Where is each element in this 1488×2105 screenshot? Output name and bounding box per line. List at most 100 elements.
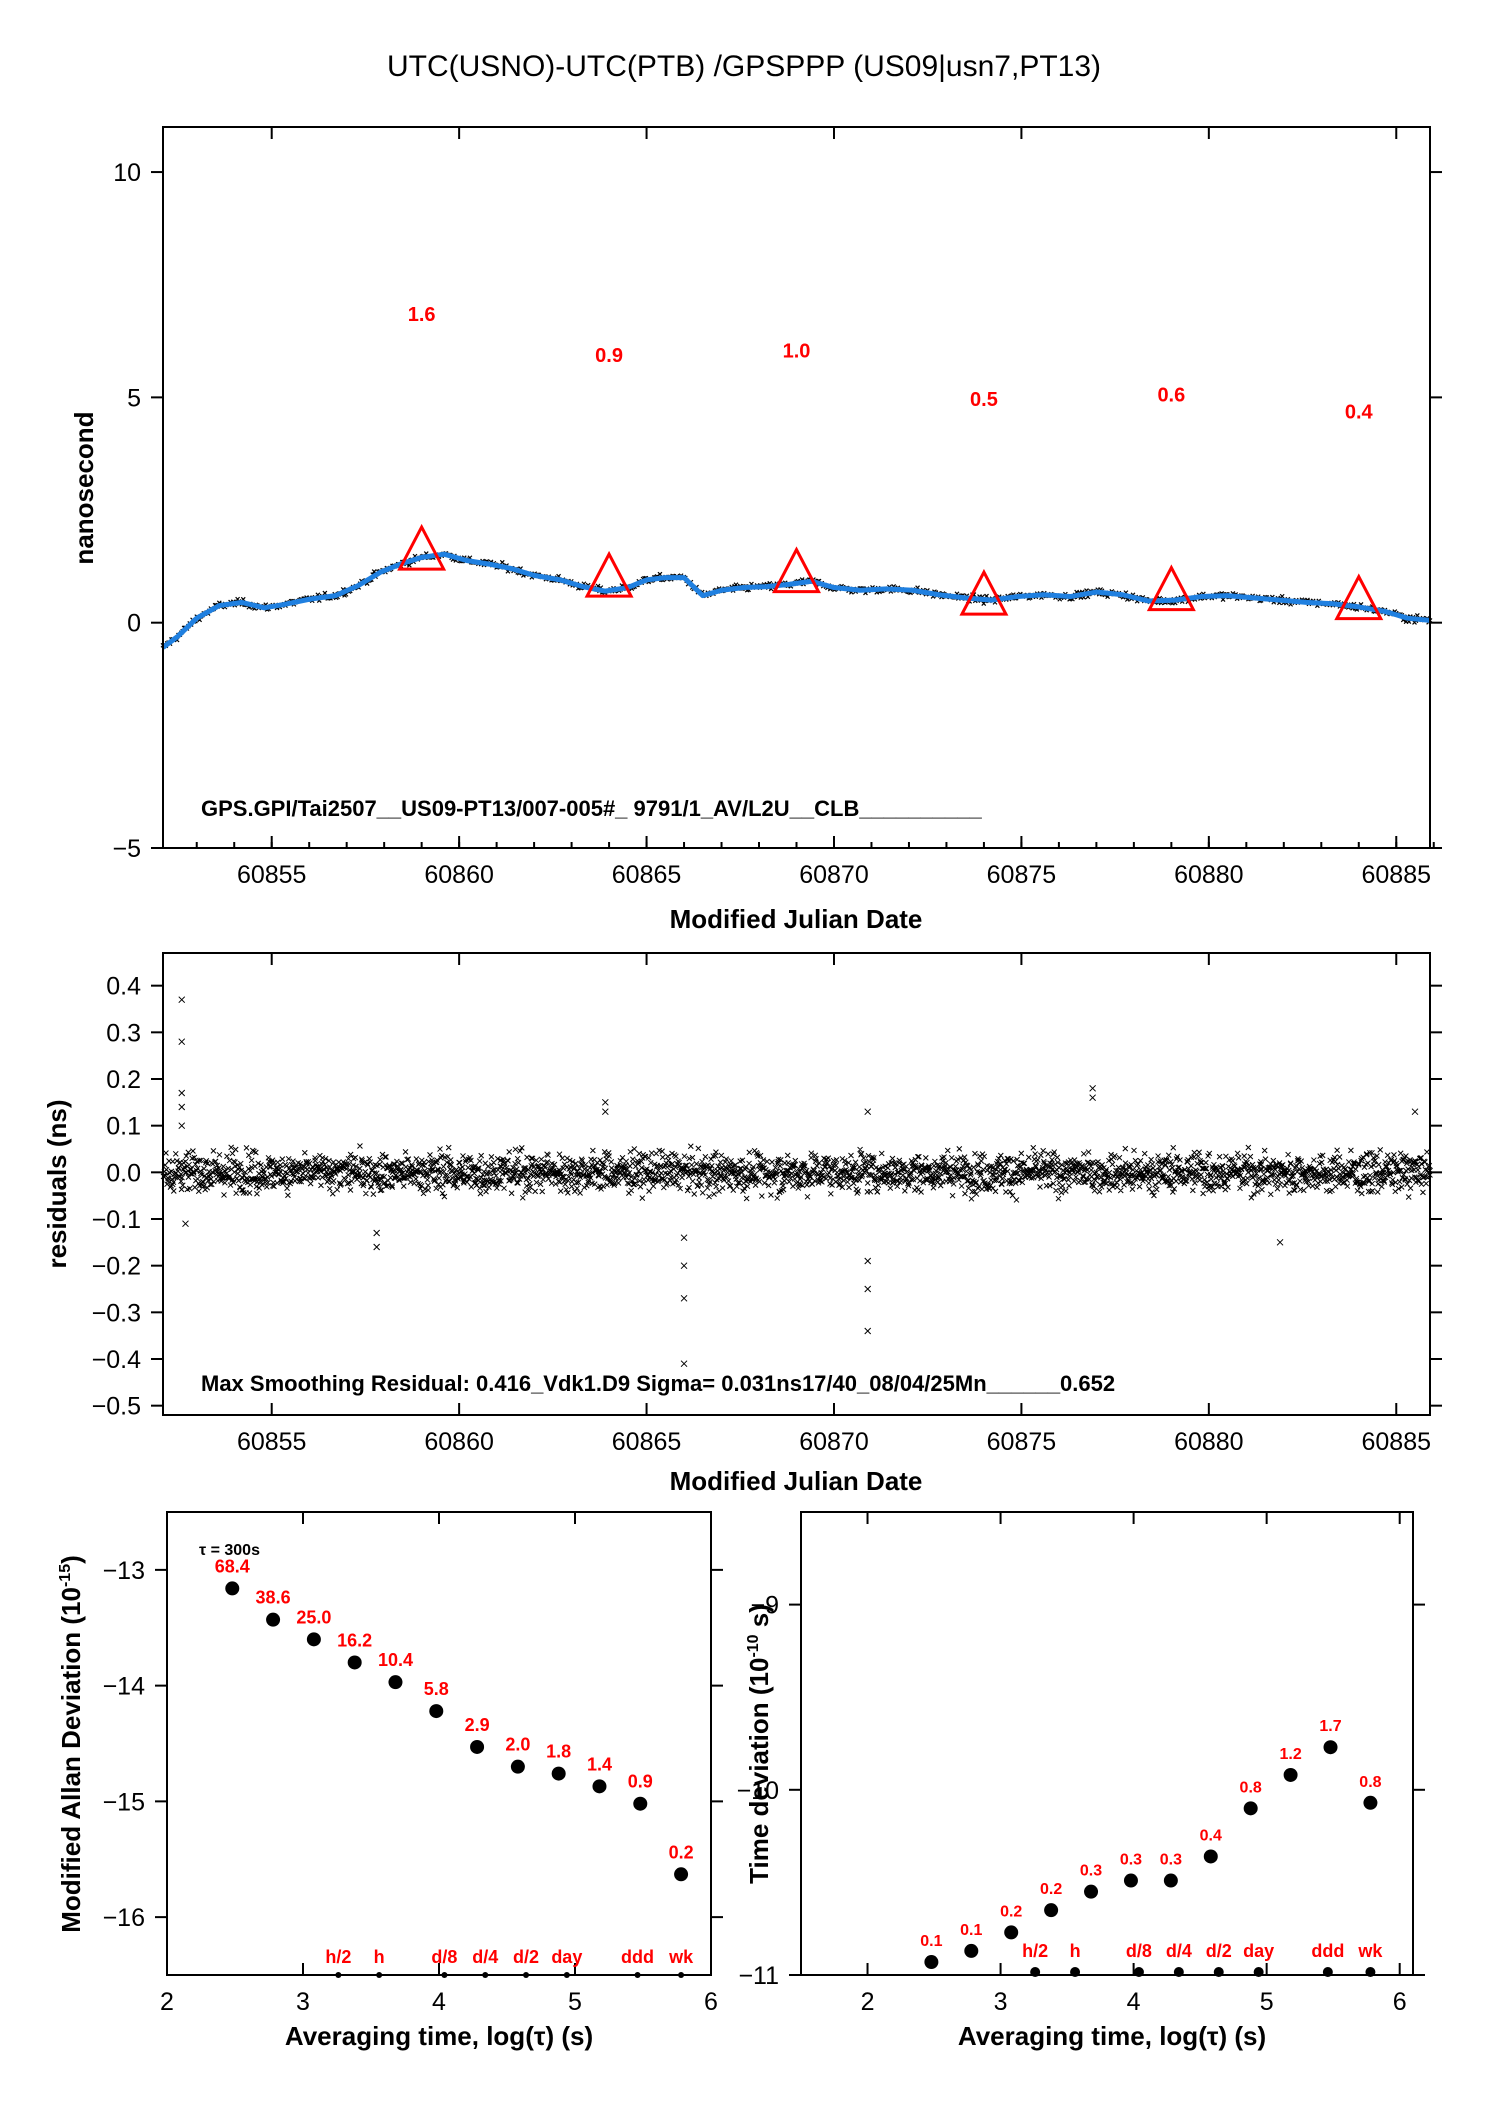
x-tick-label: 3 [994,1988,1008,2016]
time-deviation-x-axis-label: Averaging time, log(τ) (s) [958,2021,1266,2051]
y-tick-label: −14 [103,1673,146,1701]
adev-point [674,1867,689,1882]
residual-outlier [178,1089,186,1097]
time-series-panel: 1.6 0.9 1.0 0.5 0.6 0.4 60855 60860 60865 60870 6… [69,126,1442,934]
residual-outlier [864,1327,872,1335]
x-tick-label: 60860 [424,861,494,889]
residual-outlier [680,1294,688,1302]
residual-outlier [864,1285,872,1293]
residual-outlier [373,1229,381,1237]
residuals-x-axis-label: Modified Julian Date [670,1466,923,1496]
scale-mark-label: h [1070,1941,1081,1961]
adev-value-label: 10.4 [378,1650,413,1670]
scale-mark-dot [1253,1967,1264,1977]
residual-outlier [1089,1094,1096,1102]
adev-value-label: 25.0 [296,1607,331,1627]
residual-outlier [864,1257,872,1265]
residual-outlier [864,1108,872,1116]
smoothed-series-line [161,551,1431,650]
scale-mark-dot [1133,1967,1144,1977]
scale-mark-dot [335,1972,342,1978]
adev-point [225,1581,240,1596]
adev-point [633,1796,648,1811]
x-tick-label: 2 [160,1988,174,2016]
adev-point [470,1739,485,1754]
residual-outlier [1411,1108,1419,1116]
allan-deviation-x-axis-label: Averaging time, log(τ) (s) [285,2021,593,2051]
scale-mark-dot [376,1972,383,1978]
tdev-value-label: 0.3 [1120,1852,1142,1869]
y-tick-label: −5 [112,835,141,863]
residuals-annotation: Max Smoothing Residual: 0.416_Vdk1.D9 Si… [201,1371,1115,1396]
time-deviation-y-axis-label: Time deviation (10-10 s) [744,1604,774,1884]
y-tick-label: 0.2 [106,1066,141,1094]
allan-deviation-y-axis-label-text: Modified Allan Deviation (10 [56,1587,86,1933]
tau-note: τ = 300s [199,1542,260,1559]
y-tick-label: −0.4 [92,1346,141,1374]
tdev-point [1203,1849,1218,1864]
y-tick-label: 5 [127,384,141,412]
tdev-value-label: 0.3 [1160,1852,1182,1869]
scale-mark-dot [1322,1967,1333,1977]
scale-mark-label: d/4 [472,1947,498,1967]
residual-outlier [178,1038,186,1046]
tdev-point [1363,1795,1378,1810]
tdev-point [1004,1925,1019,1940]
marker-triangle [397,523,447,571]
tdev-point [1044,1903,1059,1918]
allan-deviation-y-axis-label-end: ) [56,1555,86,1564]
tdev-point [924,1955,939,1970]
scale-mark-label: ddd [1311,1941,1344,1961]
x-tick-label: 60865 [612,861,682,889]
tdev-point [1084,1884,1099,1899]
tdev-point [1323,1740,1338,1755]
tdev-value-label: 1.2 [1279,1746,1301,1763]
marker-value-label: 1.0 [783,341,811,363]
scale-mark-dot [563,1972,570,1978]
time-deviation-frame [800,1511,1414,1976]
scale-mark-label: ddd [621,1947,654,1967]
scale-mark-label: d/4 [1166,1941,1192,1961]
y-tick-label: −10 [737,1777,779,1805]
x-tick-label: 60875 [987,1428,1057,1456]
x-tick-label: 4 [1127,1988,1141,2016]
tdev-value-label: 1.7 [1319,1718,1341,1735]
scale-mark-dot [678,1972,685,1978]
x-tick-label: 60870 [799,1428,869,1456]
tdev-point [1163,1873,1178,1888]
marker-value-label: 0.6 [1157,385,1185,407]
y-tick-label: 0.4 [106,973,141,1001]
marker-triangle [584,550,634,598]
x-tick-label: 60880 [1174,1428,1244,1456]
scale-mark-dot [1365,1967,1376,1977]
tdev-value-label: 0.2 [1040,1881,1062,1898]
y-tick-label: 0.0 [106,1159,141,1187]
time-series-frame [162,126,1431,849]
marker-value-label: 0.5 [970,389,998,411]
y-tick-label: 10 [113,159,141,187]
scale-mark-label: d/2 [1206,1941,1232,1961]
scale-mark-label: d/2 [513,1947,539,1967]
scale-mark-label: day [551,1947,582,1967]
scale-mark-dot [1030,1967,1041,1977]
time-deviation-y-axis-label-text: Time deviation (10 [744,1658,774,1884]
scale-mark-label: h/2 [1022,1941,1048,1961]
tdev-point [964,1943,979,1958]
tdev-value-label: 0.8 [1240,1779,1262,1796]
adev-point [592,1779,607,1794]
time-deviation-y-axis-label-end: s) [744,1604,774,1634]
y-tick-label: −0.5 [92,1393,141,1421]
scale-mark-dot [441,1972,448,1978]
time-deviation-panel: 2 3 4 5 6 −9 −10 −11 0.1 0.1 0.2 0.2 0.3 0.3 0.3 0.4 0.… [737,1511,1425,2051]
residuals-panel: 60855 60860 60865 60870 60875 60880 60885 −0.5 −… [42,952,1442,1496]
x-tick-label: 60885 [1361,1428,1431,1456]
residual-outlier [680,1262,688,1270]
x-tick-label: 3 [296,1988,310,2016]
residual-outlier [601,1098,609,1106]
adev-point [510,1759,525,1774]
x-tick-label: 60855 [237,861,307,889]
y-tick-label: 0.3 [106,1019,141,1047]
residual-outlier [1089,1084,1096,1092]
x-tick-label: 60855 [237,1428,307,1456]
